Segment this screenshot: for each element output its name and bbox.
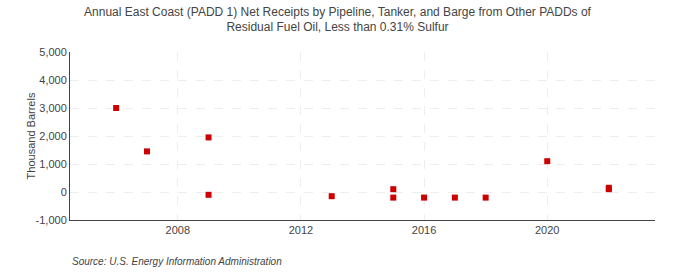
svg-text:3,000: 3,000	[39, 102, 67, 114]
svg-text:1,000: 1,000	[39, 158, 67, 170]
svg-text:5,000: 5,000	[39, 46, 67, 58]
svg-text:2020: 2020	[535, 224, 559, 236]
svg-text:2008: 2008	[166, 224, 190, 236]
svg-text:-1,000: -1,000	[36, 214, 67, 226]
svg-text:Annual East Coast (PADD 1) Net: Annual East Coast (PADD 1) Net Receipts …	[84, 5, 592, 35]
svg-text:Thousand Barrels: Thousand Barrels	[25, 92, 37, 179]
svg-text:2012: 2012	[289, 224, 313, 236]
svg-text:2016: 2016	[412, 224, 436, 236]
svg-text:0: 0	[61, 186, 67, 198]
svg-text:2,000: 2,000	[39, 130, 67, 142]
svg-text:Source: U.S. Energy Informatio: Source: U.S. Energy Information Administ…	[72, 256, 282, 267]
svg-text:4,000: 4,000	[39, 74, 67, 86]
